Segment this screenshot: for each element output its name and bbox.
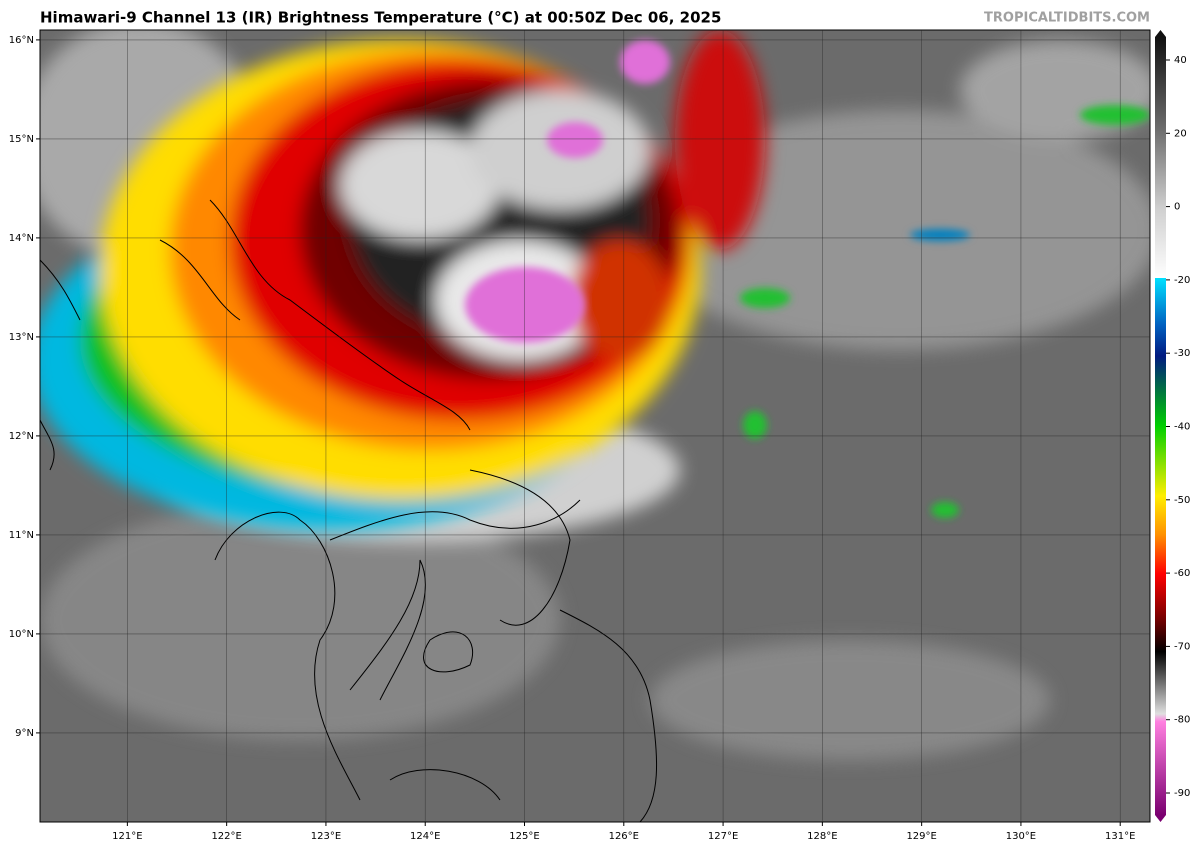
lon-tick-label: 126°E: [609, 831, 639, 842]
lat-tick-label: 10°N: [9, 629, 34, 640]
colorbar-tick-label: -60: [1174, 568, 1190, 579]
lat-tick-label: 9°N: [15, 728, 34, 739]
colorbar-extend-bottom: [1155, 815, 1166, 822]
colorbar-tick-label: 40: [1174, 55, 1187, 66]
colorbar-tick-label: -90: [1174, 788, 1190, 799]
colorbar-extend-top: [1155, 30, 1166, 37]
lat-tick-label: 15°N: [9, 134, 34, 145]
colorbar: [1155, 37, 1166, 815]
colorbar-tick-label: -20: [1174, 275, 1190, 286]
lon-tick-label: 128°E: [807, 831, 837, 842]
colorbar-tick-label: -30: [1174, 348, 1190, 359]
lon-tick-label: 130°E: [1006, 831, 1036, 842]
map-title: Himawari-9 Channel 13 (IR) Brightness Te…: [40, 9, 721, 27]
lat-tick-label: 13°N: [9, 332, 34, 343]
colorbar-tick-label: -80: [1174, 715, 1190, 726]
colorbar-tick-label: 0: [1174, 202, 1180, 213]
imagery: [40, 30, 1150, 822]
lon-tick-label: 121°E: [112, 831, 142, 842]
colorbar-tick-label: 20: [1174, 128, 1187, 139]
lat-tick-label: 14°N: [9, 233, 34, 244]
lat-tick-label: 16°N: [9, 35, 34, 46]
lon-tick-label: 122°E: [211, 831, 241, 842]
colorbar-tick-label: -50: [1174, 495, 1190, 506]
map-frame: [39, 29, 1151, 823]
colorbar-tick-label: -40: [1174, 422, 1190, 433]
credit: TROPICALTIDBITS.COM: [984, 11, 1150, 26]
lon-tick-label: 131°E: [1105, 831, 1135, 842]
lon-tick-label: 129°E: [906, 831, 936, 842]
colorbar-tick-label: -70: [1174, 641, 1190, 652]
lat-tick-label: 11°N: [9, 530, 34, 541]
lon-tick-label: 125°E: [509, 831, 539, 842]
lat-tick-label: 12°N: [9, 431, 34, 442]
lon-tick-label: 127°E: [708, 831, 738, 842]
lon-tick-label: 123°E: [311, 831, 341, 842]
lon-tick-label: 124°E: [410, 831, 440, 842]
